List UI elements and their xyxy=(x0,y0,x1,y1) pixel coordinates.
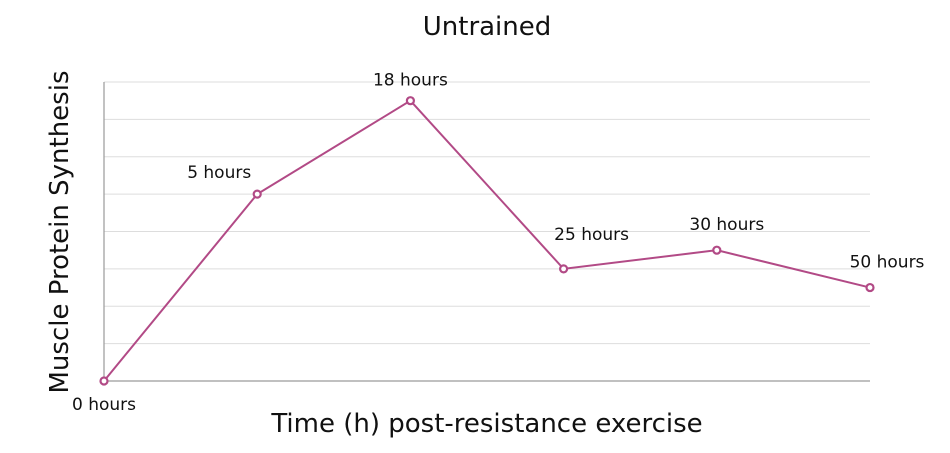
grid xyxy=(104,81,870,345)
point-label: 50 hours xyxy=(850,253,925,273)
point-label: 0 hours xyxy=(72,395,136,415)
data-point xyxy=(405,96,415,106)
point-label: 5 hours xyxy=(187,163,251,183)
data-point xyxy=(558,264,569,274)
point-label: 30 hours xyxy=(689,215,764,235)
chart-title: Untrained xyxy=(423,12,552,42)
x-axis-title: Time (h) post-resistance exercise xyxy=(270,409,702,439)
point-label: 25 hours xyxy=(554,225,629,245)
data-point xyxy=(865,282,875,293)
series-layer xyxy=(99,96,875,386)
series-line xyxy=(103,99,871,382)
y-axis-title: Muscle Protein Synthesis xyxy=(45,71,75,394)
data-point xyxy=(99,376,109,386)
point-label: 18 hours xyxy=(373,71,448,91)
data-point xyxy=(712,245,722,255)
point-labels: 0 hours 5 hours 18 hours 25 hours 30 hours 50… xyxy=(72,71,925,415)
data-point xyxy=(252,189,262,199)
